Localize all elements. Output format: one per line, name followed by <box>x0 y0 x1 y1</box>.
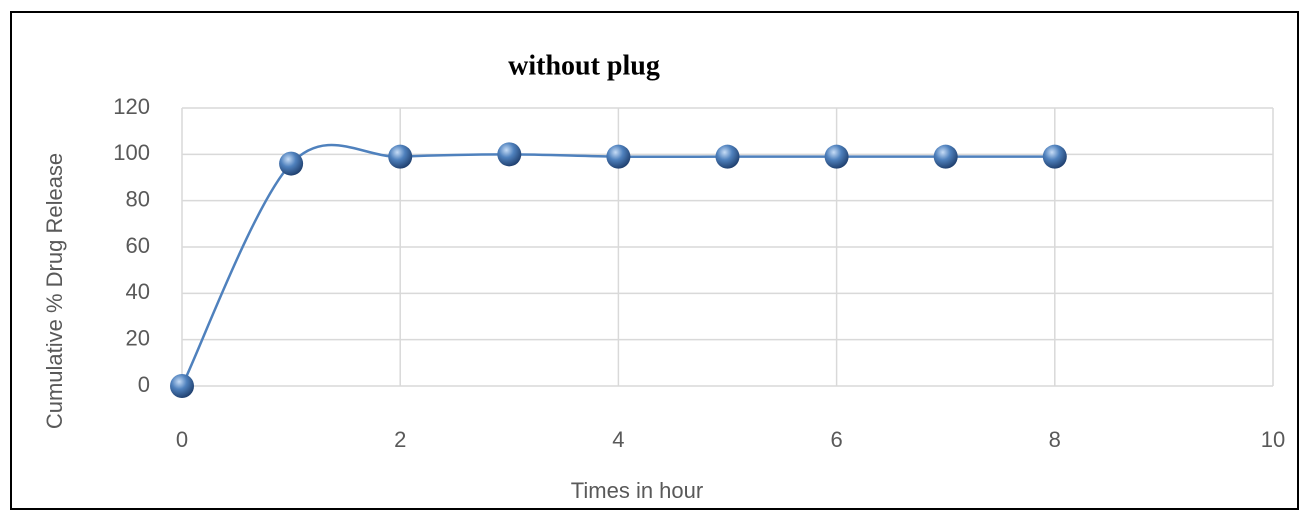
x-tick-label: 0 <box>176 427 188 452</box>
y-tick-label: 60 <box>126 233 150 258</box>
y-tick-label: 120 <box>113 94 150 119</box>
x-tick-label: 8 <box>1049 427 1061 452</box>
chart-frame <box>10 11 1299 510</box>
data-point <box>606 144 631 169</box>
x-tick-label: 6 <box>830 427 842 452</box>
x-tick-label: 2 <box>394 427 406 452</box>
chart-title: without plug <box>508 50 660 81</box>
y-tick-label: 0 <box>138 372 150 397</box>
data-point <box>388 144 413 169</box>
data-point <box>279 151 304 176</box>
data-point <box>1042 144 1067 169</box>
y-tick-label: 100 <box>113 140 150 165</box>
data-point <box>715 144 740 169</box>
data-point <box>170 374 194 398</box>
x-axis-label: Times in hour <box>571 478 703 503</box>
data-point <box>824 144 849 169</box>
y-tick-label: 80 <box>126 186 150 211</box>
y-tick-label: 20 <box>126 325 150 350</box>
data-point <box>933 144 958 169</box>
y-tick-label: 40 <box>126 279 150 304</box>
x-tick-label: 10 <box>1261 427 1285 452</box>
data-point <box>497 142 522 167</box>
x-tick-label: 4 <box>612 427 624 452</box>
y-axis-label: Cumulative % Drug Release <box>42 153 67 429</box>
